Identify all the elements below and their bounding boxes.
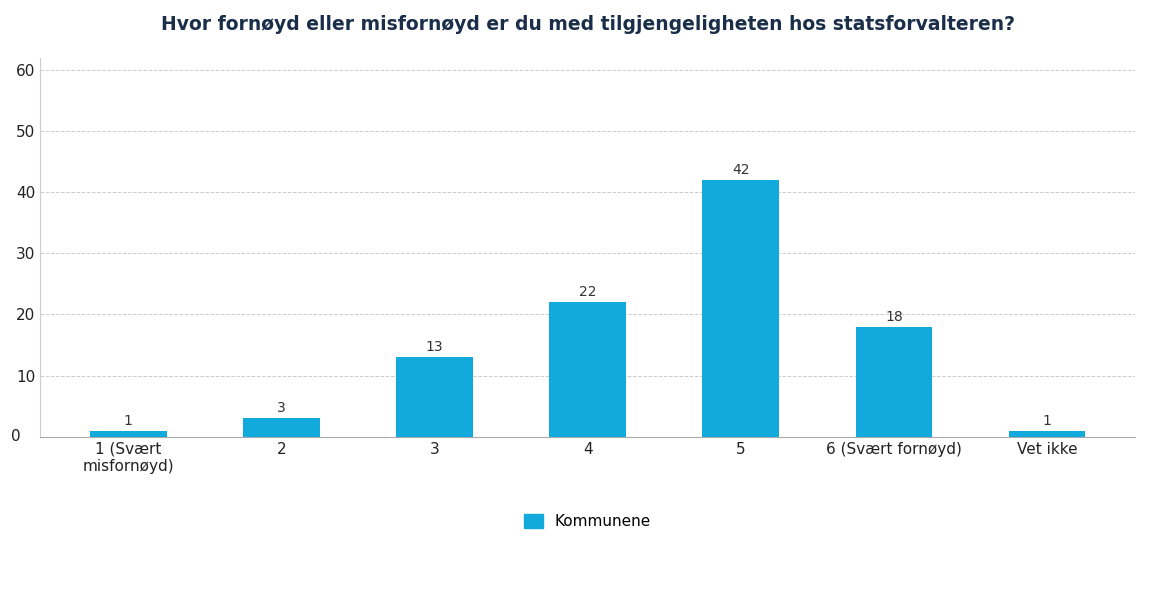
Text: 3: 3 <box>277 402 285 415</box>
Bar <box>1009 430 1086 436</box>
Bar <box>703 180 779 436</box>
Bar <box>856 327 933 436</box>
Text: 0: 0 <box>12 429 21 444</box>
Text: 22: 22 <box>578 285 597 299</box>
Bar <box>243 418 320 436</box>
Text: 13: 13 <box>426 340 443 354</box>
Bar <box>90 430 167 436</box>
Bar <box>550 302 626 436</box>
Text: 18: 18 <box>886 310 903 324</box>
Legend: Kommunene: Kommunene <box>519 508 657 535</box>
Text: 1: 1 <box>124 414 132 427</box>
Title: Hvor fornøyd eller misfornøyd er du med tilgjengeligheten hos statsforvalteren?: Hvor fornøyd eller misfornøyd er du med … <box>161 15 1014 34</box>
Text: 42: 42 <box>731 163 750 177</box>
Text: 1: 1 <box>1043 414 1051 427</box>
Bar <box>397 357 473 436</box>
